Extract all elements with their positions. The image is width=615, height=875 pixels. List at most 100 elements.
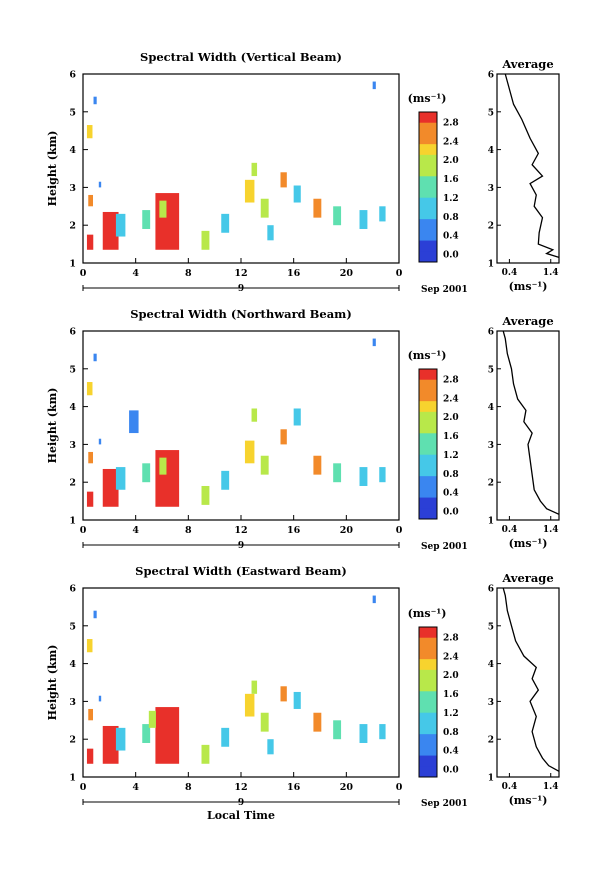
avg-y-tick-label: 3 — [488, 441, 494, 451]
colorbar-segment — [419, 454, 437, 466]
heatmap-cell — [251, 408, 258, 422]
y-tick-label: 1 — [69, 516, 76, 527]
x-tick-label: 4 — [132, 782, 139, 793]
x-tick-label: 8 — [185, 268, 192, 279]
colorbar-tick-label: 0.0 — [443, 508, 459, 518]
heatmap-cell — [129, 410, 139, 434]
heatmap-cell — [155, 193, 180, 250]
heatmap-cell — [313, 198, 322, 218]
x-tick-label: 16 — [287, 782, 301, 793]
x-tick-label: 0 — [396, 268, 403, 279]
y-tick-label: 6 — [69, 584, 76, 595]
heatmap-cell — [221, 727, 230, 747]
avg-y-tick-label: 1 — [488, 260, 494, 270]
avg-y-tick-label: 2 — [488, 222, 494, 232]
avg-y-tick-label: 4 — [488, 146, 494, 156]
colorbar-tick-label: 1.6 — [443, 690, 459, 700]
colorbar-segment — [419, 444, 437, 456]
colorbar-segment — [419, 208, 437, 220]
y-tick-label: 3 — [69, 183, 76, 194]
avg-title: Average — [501, 571, 553, 585]
heatmap-cell — [115, 727, 126, 751]
date-label: Sep 2001 — [421, 285, 468, 295]
colorbar-segment — [419, 369, 437, 381]
heatmap-cell — [201, 485, 210, 505]
avg-y-tick-label: 6 — [488, 71, 494, 81]
heatmap-cell — [221, 213, 230, 233]
avg-y-tick-label: 2 — [488, 736, 494, 746]
heatmap-cell — [244, 693, 255, 717]
avg-x-axis-label: (ms⁻¹) — [509, 280, 548, 293]
x-tick-label: 16 — [287, 268, 301, 279]
heatmap-cell — [359, 210, 368, 229]
colorbar-segment — [419, 723, 437, 735]
heatmap-cell — [155, 707, 180, 764]
x-tick-label: 0 — [396, 525, 403, 536]
avg-y-tick-label: 1 — [488, 517, 494, 527]
heatmap-cell — [221, 470, 230, 490]
heatmap-cell — [359, 724, 368, 743]
heatmap-cell — [115, 467, 126, 490]
avg-frame — [496, 587, 560, 778]
heatmap-cell — [86, 491, 94, 507]
colorbar-segment — [419, 680, 437, 692]
avg-y-tick-label: 4 — [488, 403, 494, 413]
heatmap-cell — [251, 680, 258, 694]
heatmap-cell — [155, 450, 180, 507]
colorbar-segment — [419, 691, 437, 703]
panel-0: Spectral Width (Vertical Beam)123456Heig… — [46, 50, 560, 295]
x-tick-label: 20 — [340, 782, 354, 793]
heatmap-cell — [159, 200, 167, 218]
heatmap-cell — [333, 206, 342, 226]
date-marker: 9 — [238, 284, 244, 294]
avg-x-tick-label: 0.4 — [502, 268, 518, 278]
plot-frame — [82, 587, 400, 778]
colorbar-tick-label: 0.4 — [443, 232, 459, 242]
heatmap-cell — [86, 748, 94, 764]
colorbar-unit: (ms⁻¹) — [408, 349, 447, 362]
heatmap-cell — [267, 739, 274, 755]
colorbar-segment — [419, 433, 437, 445]
colorbar-tick-label: 2.4 — [443, 652, 459, 662]
colorbar-tick-label: 2.8 — [443, 634, 459, 644]
plot-frame — [82, 73, 400, 264]
colorbar-segment — [419, 508, 437, 520]
colorbar-segment — [419, 702, 437, 714]
heatmap-cell — [93, 96, 97, 105]
colorbar-segment — [419, 744, 437, 757]
heatmap-cell — [293, 408, 301, 426]
colorbar-segment — [419, 734, 437, 746]
heatmap-cell — [372, 595, 376, 604]
colorbar-tick-label: 0.8 — [443, 470, 459, 480]
colorbar-tick-label: 1.2 — [443, 709, 459, 719]
colorbar-segment — [419, 712, 437, 724]
avg-y-tick-label: 3 — [488, 698, 494, 708]
heatmap-cell — [372, 81, 376, 90]
y-axis-label: Height (km) — [46, 131, 59, 207]
chart-title: Spectral Width (Eastward Beam) — [135, 564, 347, 578]
avg-y-tick-label: 6 — [488, 328, 494, 338]
avg-y-tick-label: 5 — [488, 365, 494, 375]
heatmap-cell — [115, 213, 126, 237]
x-tick-label: 0 — [80, 268, 87, 279]
heatmap-cell — [98, 438, 102, 445]
colorbar-segment — [419, 154, 437, 167]
panel-2: Spectral Width (Eastward Beam)123456Heig… — [46, 564, 560, 822]
colorbar-segment — [419, 229, 437, 242]
colorbar-tick-label: 2.0 — [443, 671, 459, 681]
x-tick-label: 12 — [234, 782, 247, 793]
heatmap-cell — [88, 708, 94, 721]
heatmap-cell — [86, 125, 93, 139]
heatmap-cell — [102, 725, 119, 764]
colorbar-segment — [419, 411, 437, 424]
heatmap-cell — [142, 463, 151, 483]
y-tick-label: 6 — [69, 327, 76, 338]
heatmap-cell — [379, 467, 386, 483]
avg-x-tick-label: 1.4 — [543, 782, 559, 792]
y-tick-label: 1 — [69, 259, 76, 270]
colorbar-tick-label: 1.6 — [443, 175, 459, 185]
y-tick-label: 4 — [69, 145, 76, 156]
colorbar-frame — [418, 111, 438, 263]
avg-x-axis-label: (ms⁻¹) — [509, 794, 548, 807]
heatmap-cell — [372, 338, 376, 347]
